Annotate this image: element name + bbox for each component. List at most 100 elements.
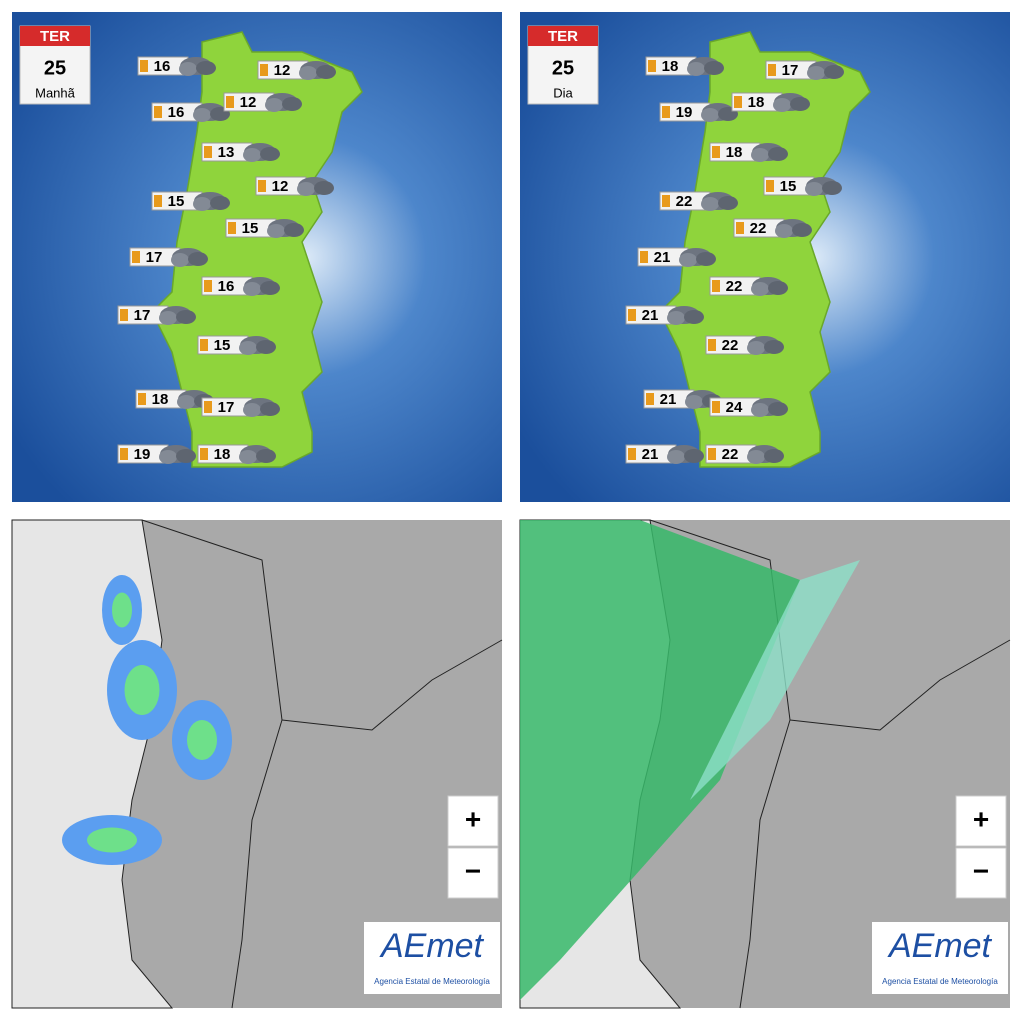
temp-marker	[204, 146, 212, 158]
temp-marker	[226, 96, 234, 108]
cloud	[299, 66, 317, 80]
rain-core	[87, 827, 137, 853]
temp-marker	[646, 393, 654, 405]
cloud	[824, 65, 844, 79]
cloud	[210, 196, 230, 210]
temperature: 17	[146, 249, 163, 266]
badge-day: TER	[40, 28, 70, 45]
temp-marker	[154, 195, 162, 207]
cloud	[701, 197, 719, 211]
border	[649, 519, 791, 1009]
temperature: 15	[242, 220, 259, 237]
cloud	[256, 340, 276, 354]
cloud	[256, 449, 276, 463]
rain-band	[520, 520, 800, 1000]
temperature: 17	[134, 307, 151, 324]
cloud	[265, 98, 283, 112]
temperature: 19	[676, 104, 693, 121]
cloud	[822, 181, 842, 195]
temp-marker	[120, 448, 128, 460]
temperature: 17	[782, 62, 799, 79]
zoom-out-button[interactable]	[447, 847, 499, 899]
temperature: 13	[218, 144, 235, 161]
cloud	[679, 253, 697, 267]
temp-marker	[662, 106, 670, 118]
cloud	[718, 196, 738, 210]
cloud	[282, 97, 302, 111]
cloud	[687, 62, 705, 76]
temp-marker	[712, 146, 720, 158]
badge-date: 25	[552, 57, 574, 79]
temp-marker	[154, 106, 162, 118]
rain-core	[124, 665, 160, 715]
agency: Agencia Estatal de Meteorología	[374, 977, 490, 986]
temperature: 18	[152, 391, 169, 408]
temperature: 19	[134, 446, 151, 463]
temp-marker	[712, 280, 720, 292]
cloud	[751, 282, 769, 296]
temp-marker	[712, 401, 720, 413]
temperature: 22	[722, 337, 739, 354]
zoom-out: −	[465, 855, 481, 886]
logo-box	[872, 922, 1008, 994]
temp-marker	[132, 251, 140, 263]
cloud	[807, 66, 825, 80]
cloud	[764, 340, 784, 354]
border	[141, 519, 283, 1009]
cloud	[775, 224, 793, 238]
cloud	[768, 281, 788, 295]
temp-marker	[628, 448, 636, 460]
cloud	[260, 147, 280, 161]
temperature: 16	[154, 58, 171, 75]
cloud	[790, 97, 810, 111]
border	[281, 639, 503, 731]
temperature: 21	[642, 307, 659, 324]
cloud	[284, 223, 304, 237]
cloud	[751, 148, 769, 162]
cloud	[768, 147, 788, 161]
temperature: 16	[168, 104, 185, 121]
cloud	[196, 61, 216, 75]
temp-marker	[708, 448, 716, 460]
temp-marker	[138, 393, 146, 405]
cloud	[297, 182, 315, 196]
rain-band	[690, 560, 860, 800]
temp-marker	[258, 180, 266, 192]
border	[789, 639, 1011, 731]
temperature: 15	[168, 193, 185, 210]
zoom-in: +	[465, 803, 481, 834]
temp-marker	[628, 309, 636, 321]
cloud	[260, 281, 280, 295]
cloud	[764, 449, 784, 463]
temperature: 22	[750, 220, 767, 237]
cloud	[243, 282, 261, 296]
logo: AEmet	[379, 927, 485, 965]
zoom-out-button[interactable]	[955, 847, 1007, 899]
zoom-in-button[interactable]	[955, 795, 1007, 847]
cloud	[684, 449, 704, 463]
logo: AEmet	[887, 927, 993, 965]
cloud	[685, 395, 703, 409]
forecast-panel: TER 25 Manhã 16 12 16 12 13 12 15 15 17 16 17 15 18 17 19…	[12, 12, 502, 502]
temp-marker	[640, 251, 648, 263]
temp-marker	[140, 60, 148, 72]
cloud	[316, 65, 336, 79]
cloud	[696, 252, 716, 266]
cloud	[243, 148, 261, 162]
temperature: 17	[218, 399, 235, 416]
badge-period: Manhã	[35, 85, 76, 100]
cloud	[243, 403, 261, 417]
temp-marker	[260, 64, 268, 76]
cloud	[188, 252, 208, 266]
temperature: 12	[274, 62, 291, 79]
agency: Agencia Estatal de Meteorología	[882, 977, 998, 986]
cloud	[773, 98, 791, 112]
zoom-in-button[interactable]	[447, 795, 499, 847]
temp-marker	[120, 309, 128, 321]
cloud	[239, 450, 257, 464]
cloud	[684, 310, 704, 324]
temp-marker	[228, 222, 236, 234]
temperature: 22	[676, 193, 693, 210]
temperature: 18	[214, 446, 231, 463]
temp-marker	[766, 180, 774, 192]
